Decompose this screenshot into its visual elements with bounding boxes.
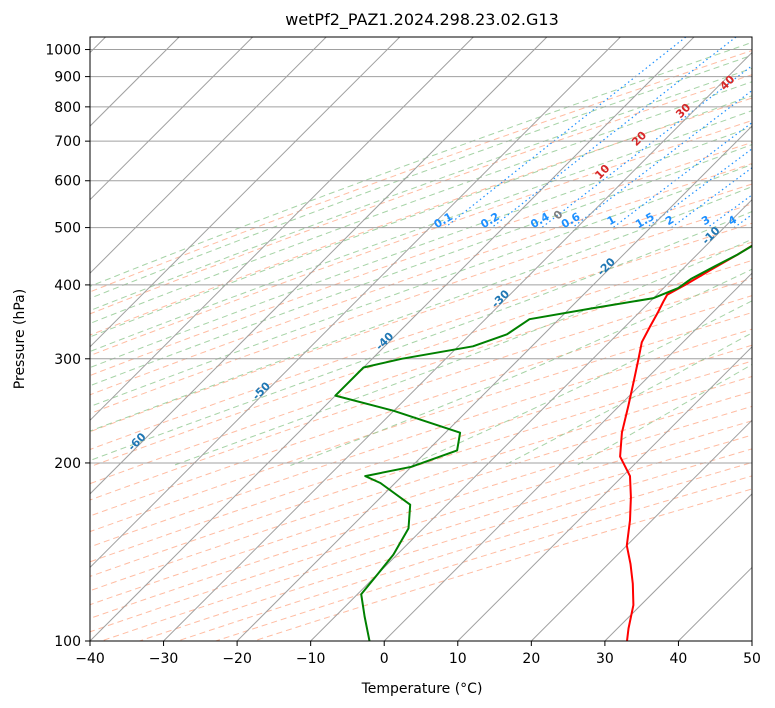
isotherm-line [604, 493, 752, 641]
x-tick-label: 0 [380, 651, 389, 667]
moist-adiabat-line [90, 54, 752, 299]
y-tick-label: 700 [54, 134, 81, 150]
y-tick-label: 100 [54, 634, 81, 650]
moist-adiabat-line [290, 268, 752, 466]
isotherm-label: -20 [595, 255, 618, 278]
x-tick-label: 40 [670, 651, 688, 667]
isotherms [90, 37, 752, 641]
isotherm-line [310, 198, 752, 641]
x-tick-label: −40 [75, 651, 105, 667]
isotherm-label: -60 [125, 430, 148, 453]
x-tick-label: −30 [149, 651, 179, 667]
isotherm-label: -70 [6, 476, 29, 499]
dry-adiabat-line [253, 488, 752, 641]
y-tick-label: 900 [54, 70, 81, 86]
dry-adiabat-line [177, 462, 752, 641]
mixing-ratio-line [733, 213, 752, 229]
isotherm-line [90, 37, 621, 569]
dry-adiabat-line [90, 344, 752, 563]
isotherm-line [90, 37, 254, 201]
y-tick-label: 1000 [45, 43, 81, 59]
mixing-ratio-line [491, 37, 737, 229]
isotherm-label: -50 [250, 379, 273, 402]
mixing-ratio-line [444, 37, 687, 229]
plot-area: -100-90-80-70-60-50-40-30-20-100.10.20.4… [6, 37, 775, 641]
moist-adiabat-line [90, 67, 752, 312]
mixing-ratio-line [572, 89, 752, 229]
y-tick-label: 300 [54, 352, 81, 368]
mixing-ratio-label: 4 [726, 213, 739, 228]
y-axis-ticks: 1000 900 800 700 600 500 400 300 200 100 [45, 43, 90, 650]
mixing-ratio-label: 2 [663, 213, 676, 228]
x-tick-label: 50 [743, 651, 761, 667]
mixing-ratio-line [671, 167, 752, 229]
temperature-profile-line [619, 244, 752, 641]
isotherm-line [457, 346, 752, 641]
x-tick-label: 20 [522, 651, 540, 667]
dry-adiabat-line [90, 97, 752, 336]
isotherm-line [90, 37, 474, 422]
dry-adiabat-line [215, 475, 752, 641]
moist-adiabat-line [90, 41, 752, 287]
isotherm-line [90, 37, 327, 274]
moist-adiabat-line [90, 126, 752, 369]
y-tick-label: 800 [54, 100, 81, 116]
chart-title: wetPf2_PAZ1.2024.298.23.02.G13 [285, 10, 559, 30]
dry-adiabat-line [101, 434, 752, 641]
y-tick-label: 500 [54, 221, 81, 237]
y-axis-title: Pressure (hPa) [12, 289, 28, 389]
moist-adiabat-label: 10 [592, 162, 612, 182]
dewpoint-profile-line [334, 189, 752, 641]
dry-adiabat-line [90, 328, 752, 548]
plot-frame [89, 36, 753, 642]
x-tick-label: −10 [296, 651, 326, 667]
x-axis-title: Temperature (°C) [361, 681, 483, 697]
isobar-gridlines [90, 49, 752, 641]
moist-adiabat-line [90, 81, 752, 324]
mixing-ratio-lines [444, 37, 752, 229]
moist-adiabat-line [173, 238, 752, 466]
moist-adiabat-line [90, 163, 752, 408]
x-tick-label: −20 [222, 651, 252, 667]
moist-adiabat-line [90, 211, 752, 462]
x-tick-label: 10 [449, 651, 467, 667]
moist-adiabat-line [503, 332, 752, 466]
x-axis-ticks: −40 −30 −20 −10 0 10 20 30 40 50 [75, 641, 761, 667]
mixing-ratio-label: 6 [765, 213, 775, 228]
moist-adiabats [90, 41, 752, 466]
isotherm-line [163, 51, 752, 641]
isotherm-line [90, 37, 695, 641]
isotherm-line [383, 272, 752, 641]
isotherm-line [90, 37, 401, 348]
moist-adiabat-line [90, 110, 752, 353]
moist-adiabat-label: 20 [629, 128, 649, 148]
dry-adiabat-line [139, 448, 752, 641]
y-tick-label: 600 [54, 174, 81, 190]
x-tick-label: 30 [596, 651, 614, 667]
y-tick-label: 200 [54, 456, 81, 472]
dry-adiabat-line [90, 120, 752, 357]
moist-adiabat-line [90, 144, 752, 387]
isotherm-line [751, 640, 752, 641]
dry-adiabats [90, 49, 752, 641]
moist-adiabat-label: 30 [673, 101, 693, 121]
isotherm-line [530, 419, 752, 641]
dry-adiabat-line [90, 49, 752, 293]
isotherm-line [236, 125, 752, 641]
y-tick-label: 400 [54, 278, 81, 294]
isotherm-line [678, 566, 752, 641]
dry-adiabat-line [90, 420, 752, 633]
isotherm-line [90, 37, 548, 495]
